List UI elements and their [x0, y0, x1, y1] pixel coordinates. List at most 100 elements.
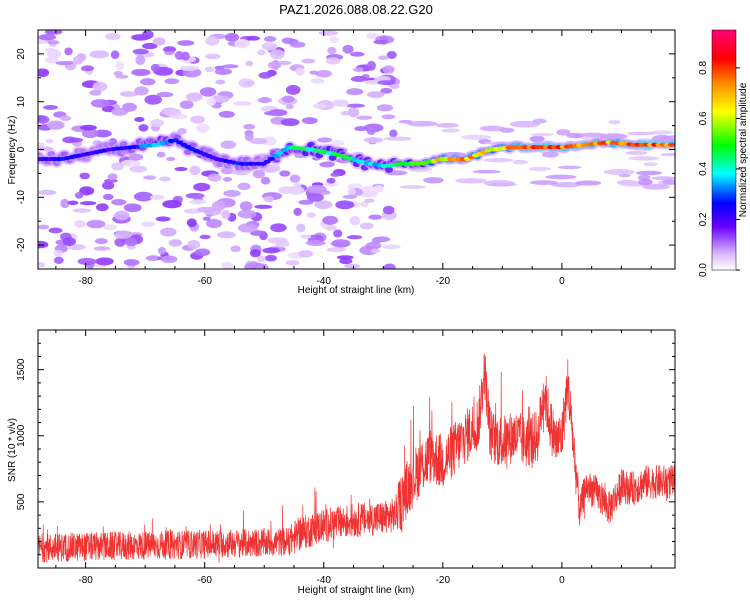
figure-title: PAZ1.2026.088.08.22.G20 — [279, 2, 433, 17]
noise-blob — [72, 55, 84, 65]
ridge-core — [267, 156, 275, 161]
noise-blob — [222, 64, 239, 69]
noise-blob — [399, 185, 427, 189]
noise-blob — [326, 177, 336, 184]
noise-blob — [95, 257, 114, 266]
noise-blob — [280, 118, 300, 127]
noise-blob — [145, 255, 161, 262]
noise-blob — [264, 254, 278, 262]
x-tick-label: -40 — [317, 276, 332, 287]
noise-blob — [307, 184, 327, 194]
ridge-core — [263, 159, 271, 164]
noise-blob — [423, 177, 444, 184]
noise-blob — [215, 79, 226, 85]
noise-blob — [330, 172, 341, 177]
noise-blob — [224, 32, 240, 42]
noise-blob — [221, 209, 231, 220]
noise-blob — [177, 40, 195, 46]
noise-blob — [314, 200, 333, 209]
noise-blob — [199, 234, 211, 240]
ridge-core — [276, 150, 284, 155]
noise-blob — [101, 105, 115, 113]
noise-blob — [331, 139, 345, 147]
noise-blob — [274, 240, 290, 248]
snr-ticks: -80 -60 -40 -20 0 500 1000 1500 — [16, 330, 675, 586]
colorbar-tick-label: 0.4 — [698, 162, 709, 176]
x-tick-label: -20 — [436, 276, 451, 287]
colorbar-tick-label: 0.6 — [698, 111, 709, 125]
noise-blob — [170, 113, 188, 120]
noise-blob — [38, 68, 50, 77]
noise-blob — [68, 137, 84, 143]
noise-blob — [662, 179, 675, 185]
noise-blob — [168, 239, 183, 247]
noise-blob — [102, 181, 115, 190]
noise-blob — [342, 194, 358, 199]
noise-blob — [243, 81, 255, 86]
noise-blob — [237, 209, 257, 219]
noise-blob — [194, 248, 211, 257]
noise-blob — [77, 257, 97, 266]
noise-blob — [119, 91, 138, 97]
noise-blob — [60, 198, 70, 209]
y-tick-label: 0 — [16, 146, 27, 152]
noise-blob — [643, 162, 658, 167]
noise-blob — [46, 120, 65, 130]
noise-blob — [261, 136, 277, 146]
noise-blob — [545, 174, 577, 180]
noise-blob — [556, 129, 571, 136]
noise-blob — [335, 200, 355, 210]
noise-blob — [550, 182, 582, 188]
noise-blob — [81, 65, 95, 72]
noise-blob — [285, 104, 294, 110]
noise-blob — [141, 30, 154, 40]
noise-blob — [289, 174, 301, 183]
noise-blob — [626, 131, 655, 136]
noise-blob — [329, 36, 339, 43]
noise-blob — [111, 198, 127, 206]
snr-series-line — [38, 353, 675, 564]
noise-blob — [144, 94, 162, 105]
noise-blob — [530, 133, 554, 137]
snr-xlabel: Height of straight line (km) — [298, 585, 415, 596]
noise-blob — [382, 244, 401, 250]
noise-blob — [218, 110, 235, 118]
noise-blob — [156, 91, 174, 98]
noise-blob — [529, 135, 545, 143]
noise-blob — [230, 245, 241, 253]
noise-blob — [174, 51, 185, 60]
noise-blob — [62, 237, 76, 247]
noise-blob — [92, 81, 108, 92]
noise-blob — [298, 199, 314, 205]
noise-blob — [380, 87, 393, 94]
noise-blob — [134, 86, 149, 96]
colorbar-tick-label: 0.8 — [698, 61, 709, 75]
noise-blob — [295, 67, 305, 76]
noise-blob — [159, 176, 171, 182]
noise-blob — [179, 65, 199, 71]
noise-blob — [270, 223, 287, 233]
noise-blob — [441, 128, 460, 133]
noise-blob — [44, 47, 56, 53]
noise-blob — [107, 173, 118, 181]
noise-blob — [382, 205, 395, 215]
noise-blob — [221, 261, 234, 269]
noise-blob — [575, 180, 602, 186]
noise-blob — [205, 36, 220, 46]
noise-blob — [160, 255, 178, 264]
noise-blob — [204, 53, 221, 60]
noise-blob — [350, 51, 365, 57]
noise-blob — [376, 104, 394, 112]
noise-blob — [67, 200, 79, 206]
noise-blob — [366, 32, 380, 39]
noise-blob — [212, 95, 230, 103]
noise-blob — [322, 215, 339, 225]
noise-blob — [157, 247, 167, 255]
noise-blob — [342, 44, 354, 54]
noise-blob — [138, 124, 149, 132]
noise-blob — [370, 248, 381, 254]
noise-blob — [38, 240, 49, 249]
noise-blob — [346, 103, 366, 108]
noise-blob — [150, 63, 160, 72]
noise-blob — [557, 165, 582, 170]
